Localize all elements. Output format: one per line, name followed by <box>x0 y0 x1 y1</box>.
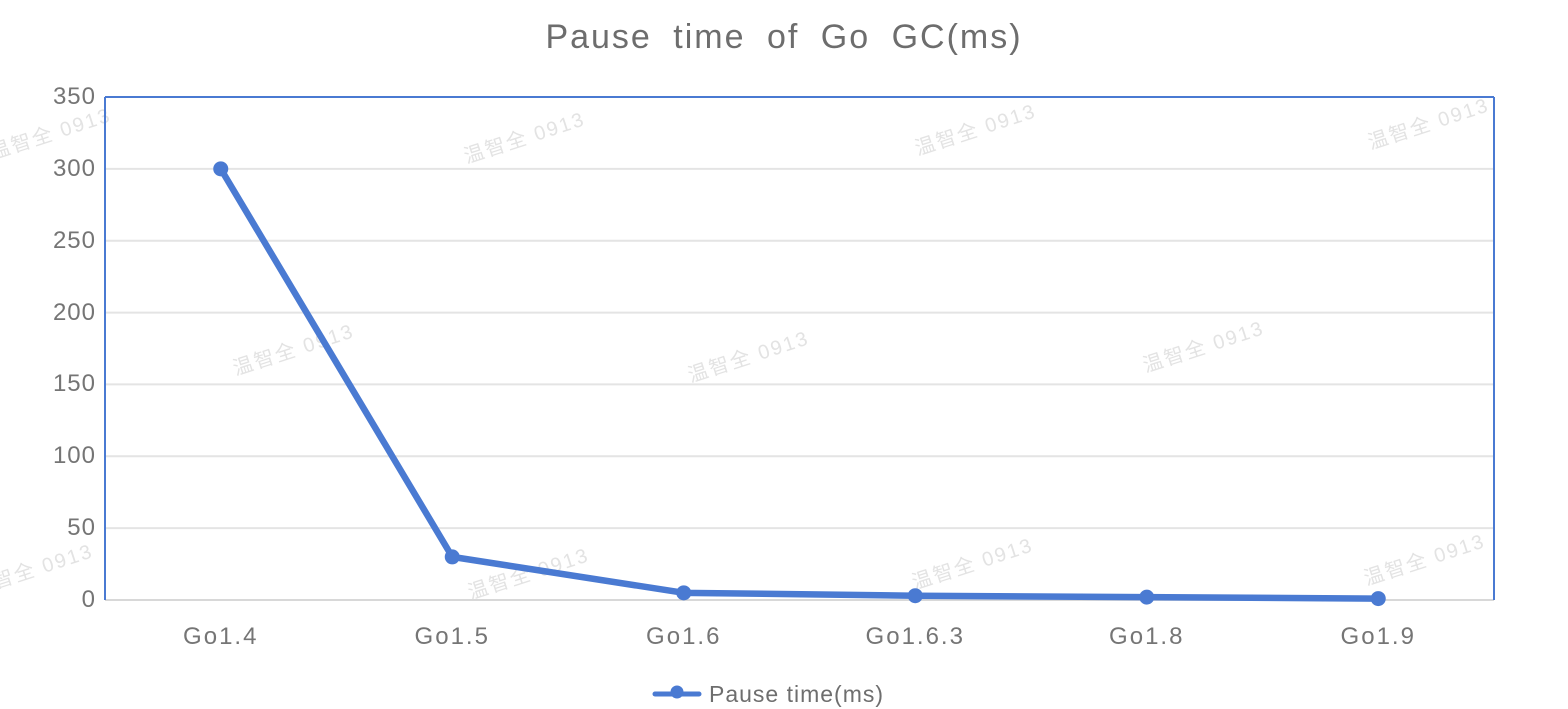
y-tick-label: 50 <box>67 514 96 542</box>
y-tick-label: 250 <box>52 226 96 254</box>
y-tick-label: 100 <box>52 442 96 470</box>
series-line <box>217 165 1382 602</box>
data-point-marker <box>676 585 692 601</box>
x-category-label: Go1.8 <box>1109 623 1185 650</box>
chart-title: Pause time of Go GC(ms) <box>545 18 1023 56</box>
data-point-marker <box>1139 589 1155 605</box>
x-category-label: Go1.6.3 <box>865 623 965 650</box>
x-category-label: Go1.9 <box>1340 623 1416 650</box>
x-category-label: Go1.6 <box>646 623 722 650</box>
x-category-label: Go1.4 <box>183 623 259 650</box>
legend-line-marker-icon <box>652 684 702 704</box>
data-point-marker <box>1370 591 1386 607</box>
y-tick-label: 350 <box>52 83 96 110</box>
legend: Pause time(ms) <box>652 681 884 707</box>
y-tick-label: 300 <box>52 154 96 182</box>
legend-label: Pause time(ms) <box>709 681 885 707</box>
y-tick-label: 0 <box>81 586 96 613</box>
y-tick-label: 150 <box>52 370 96 398</box>
y-tick-label: 200 <box>52 298 96 326</box>
data-point-marker <box>907 588 923 604</box>
data-point-marker <box>213 161 229 177</box>
data-point-marker <box>444 549 460 565</box>
x-category-label: Go1.5 <box>414 623 490 650</box>
